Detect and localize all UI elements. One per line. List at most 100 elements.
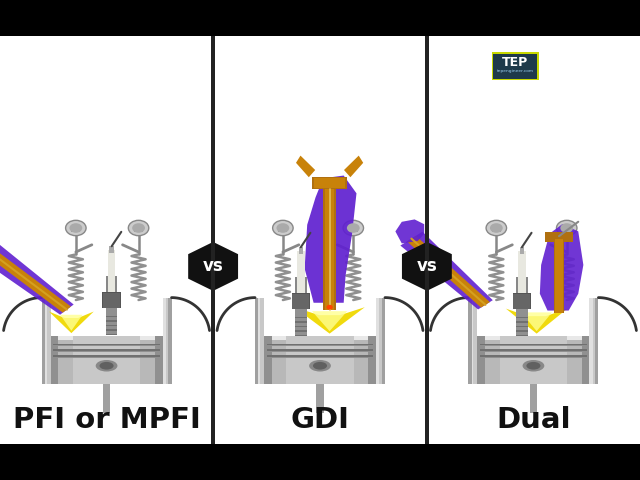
Bar [298, 247, 303, 254]
Bar [42, 298, 45, 384]
Bar [368, 336, 376, 384]
Ellipse shape [343, 220, 364, 236]
Bar [316, 379, 324, 413]
Bar [323, 189, 336, 310]
Polygon shape [506, 309, 568, 334]
Bar [267, 349, 373, 352]
Bar [295, 330, 307, 332]
Bar [516, 317, 527, 318]
Polygon shape [407, 236, 490, 308]
Bar [295, 321, 307, 323]
Ellipse shape [276, 223, 289, 233]
Ellipse shape [273, 220, 293, 236]
Bar [376, 298, 385, 384]
Bar [468, 298, 477, 384]
Ellipse shape [486, 220, 507, 236]
Bar [168, 298, 172, 384]
Ellipse shape [490, 223, 503, 233]
Bar [102, 292, 121, 308]
Bar [267, 355, 373, 358]
Bar [477, 336, 485, 384]
Bar [53, 344, 160, 346]
Bar [530, 379, 538, 413]
Polygon shape [305, 176, 356, 303]
Polygon shape [294, 307, 365, 334]
Bar [0, 0, 640, 36]
Bar [518, 251, 525, 293]
Bar [264, 336, 272, 384]
Bar [106, 324, 118, 326]
Bar [295, 335, 307, 336]
Text: GDI: GDI [291, 406, 349, 434]
Bar [516, 309, 527, 336]
Bar [292, 293, 310, 309]
Bar [325, 189, 334, 310]
Bar [51, 336, 163, 340]
Ellipse shape [326, 305, 333, 310]
Polygon shape [49, 312, 94, 333]
Bar [480, 355, 587, 358]
Bar [468, 298, 472, 384]
Bar [295, 309, 307, 336]
Bar [516, 335, 527, 336]
Bar [516, 277, 527, 293]
Bar [211, 36, 215, 444]
Bar [297, 251, 305, 293]
Polygon shape [312, 311, 347, 331]
Bar [106, 316, 118, 317]
Text: vs: vs [203, 257, 223, 276]
Bar [267, 357, 373, 358]
Bar [516, 321, 527, 323]
Bar [72, 229, 81, 232]
Bar [314, 178, 346, 188]
Bar [0, 36, 640, 444]
Bar [108, 250, 115, 292]
Bar [492, 52, 539, 80]
Bar [295, 317, 307, 318]
Bar [582, 336, 589, 384]
Bar [295, 277, 307, 293]
Text: Dual: Dual [496, 406, 571, 434]
Bar [516, 330, 527, 332]
Polygon shape [401, 232, 493, 310]
Bar [492, 229, 500, 232]
Bar [106, 320, 118, 322]
Bar [51, 336, 58, 384]
Bar [106, 334, 118, 335]
Bar [255, 298, 258, 384]
Bar [0, 444, 640, 480]
Polygon shape [296, 156, 315, 177]
Bar [287, 336, 354, 384]
Bar [134, 229, 143, 232]
Bar [109, 246, 114, 253]
Ellipse shape [128, 220, 149, 236]
Bar [103, 293, 120, 308]
Bar [480, 349, 587, 352]
Bar [513, 293, 531, 309]
Bar [267, 351, 373, 352]
Bar [51, 336, 163, 384]
Bar [53, 355, 160, 358]
Ellipse shape [96, 360, 118, 372]
Bar [480, 357, 587, 358]
Polygon shape [0, 239, 71, 312]
Bar [425, 36, 429, 444]
Polygon shape [396, 219, 424, 243]
Polygon shape [402, 242, 452, 291]
Bar [480, 345, 587, 346]
Ellipse shape [100, 362, 114, 370]
Polygon shape [344, 156, 364, 177]
Ellipse shape [523, 360, 545, 372]
Bar [349, 229, 358, 232]
Bar [278, 229, 287, 232]
Bar [595, 298, 598, 384]
Ellipse shape [132, 223, 145, 233]
Ellipse shape [347, 223, 360, 233]
Bar [163, 298, 172, 384]
Bar [53, 351, 160, 352]
Text: TEP: TEP [502, 56, 529, 69]
Bar [545, 232, 573, 242]
Bar [264, 336, 376, 384]
Bar [292, 294, 309, 309]
Bar [563, 229, 572, 232]
